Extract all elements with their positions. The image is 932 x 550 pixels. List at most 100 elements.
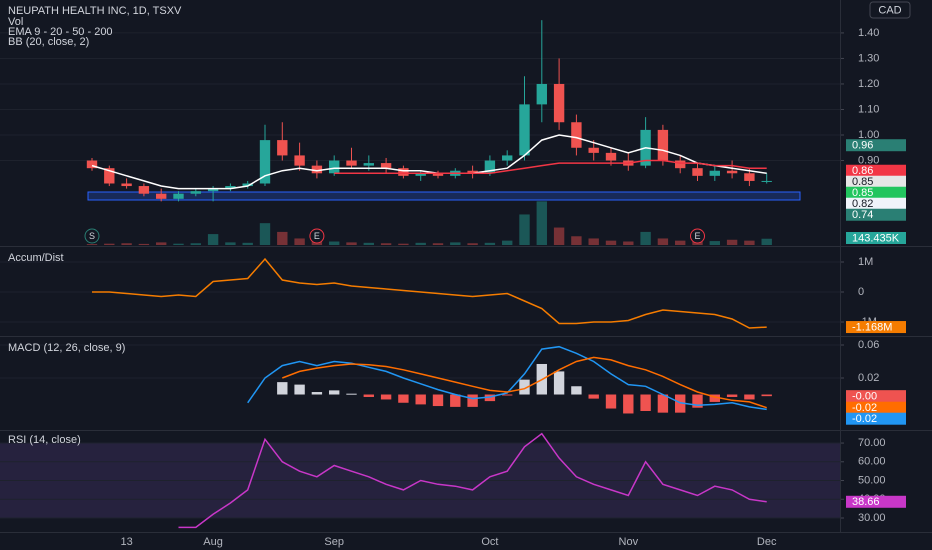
histogram-bar (692, 394, 703, 408)
histogram-bar (398, 394, 409, 403)
x-tick-label: Nov (619, 536, 639, 548)
candle-body (277, 140, 288, 156)
volume-bar (104, 243, 115, 245)
candle-body (190, 191, 201, 194)
y-tick-label: 0.90 (858, 154, 879, 166)
indicator-title: EMA 9 - 20 - 50 - 200 (8, 26, 113, 38)
histogram-bar (640, 394, 651, 412)
volume-bar (553, 227, 565, 245)
volume-bar (242, 242, 253, 245)
indicator-title: RSI (14, close) (8, 434, 81, 446)
candle-body (259, 140, 271, 184)
price-label-box (846, 390, 906, 403)
volume-bar (502, 240, 513, 245)
volume-bar (744, 240, 755, 245)
event-label: E (314, 231, 320, 241)
candle-body (605, 152, 617, 161)
volume-bar (432, 243, 444, 245)
volume-bar (156, 242, 167, 245)
y-tick-label: 1.30 (858, 52, 879, 64)
histogram-bar (553, 371, 565, 395)
histogram-bar (484, 394, 496, 402)
volume-bar (484, 242, 496, 245)
event-marker (309, 228, 325, 244)
volume-bar (380, 243, 392, 245)
histogram-bar (709, 394, 720, 402)
candle-body (380, 163, 392, 169)
event-label: E (694, 231, 700, 241)
currency[interactable]: CAD (878, 4, 901, 16)
candle-body (726, 170, 738, 174)
candle-body (536, 83, 547, 105)
histogram-bar (346, 393, 357, 395)
volume-bar (138, 243, 150, 245)
candle-body (329, 160, 340, 174)
x-tick-label: Oct (481, 536, 498, 548)
volume-bar (726, 239, 738, 245)
candle-body (86, 160, 98, 169)
candle-body (121, 183, 132, 187)
volume-bar (398, 243, 409, 245)
volume-bar (173, 243, 184, 245)
volume-bar (294, 238, 305, 245)
line (92, 257, 767, 329)
histogram-bar (311, 392, 323, 395)
price-label-box (846, 164, 906, 177)
candle-body (553, 83, 565, 123)
y-tick-label: 1.40 (858, 27, 879, 39)
x-tick-label: 13 (120, 536, 132, 548)
y-tick-label: 50.00 (858, 474, 886, 486)
histogram-bar (519, 379, 530, 395)
x-tick-label: Sep (324, 536, 344, 548)
price-label: 38.66 (852, 496, 880, 508)
histogram-bar (294, 384, 305, 395)
candle-body (484, 160, 496, 174)
histogram-bar (415, 394, 426, 405)
y-tick-label: 70.00 (858, 437, 886, 449)
candle-body (173, 193, 184, 199)
price-label-box (846, 186, 906, 199)
y-tick-label: 0.02 (858, 372, 879, 384)
volume-bar (761, 238, 772, 245)
histogram-bar (657, 394, 669, 413)
price-label-box (846, 208, 906, 221)
event-marker (690, 228, 705, 244)
candle-body (207, 188, 219, 192)
candle-body (571, 122, 582, 148)
y-tick-label: 1.20 (858, 78, 879, 90)
line (282, 356, 767, 409)
candle-body (104, 168, 115, 184)
histogram-bar (571, 386, 582, 395)
volume-bar (190, 243, 201, 245)
histogram-bar (726, 394, 738, 397)
candle-body (311, 165, 323, 174)
currency-box[interactable] (869, 1, 911, 19)
histogram-bar (363, 394, 374, 397)
candle-body (657, 129, 669, 161)
histogram-bar (623, 394, 634, 414)
volume-bar (571, 236, 582, 245)
candle-body (675, 160, 686, 169)
candle-body (225, 186, 236, 189)
price-label-box (846, 401, 906, 414)
histogram-bar (380, 394, 392, 400)
candle-body (588, 147, 599, 153)
x-tick-label: Aug (203, 536, 223, 548)
price-label-box (846, 197, 906, 210)
histogram-bar (744, 394, 755, 400)
price-label-box (846, 412, 906, 425)
event-label: S (89, 231, 95, 241)
price-label: 0.86 (852, 165, 873, 177)
histogram-bar (432, 394, 444, 407)
y-tick-label: 0.06 (858, 339, 879, 351)
event-marker (84, 228, 100, 244)
candle-body (432, 173, 444, 176)
price-label: 0.74 (852, 209, 873, 221)
volume-bar (277, 231, 288, 245)
volume-bar (363, 242, 374, 245)
volume-bar (415, 242, 426, 245)
candle-body (415, 173, 426, 176)
